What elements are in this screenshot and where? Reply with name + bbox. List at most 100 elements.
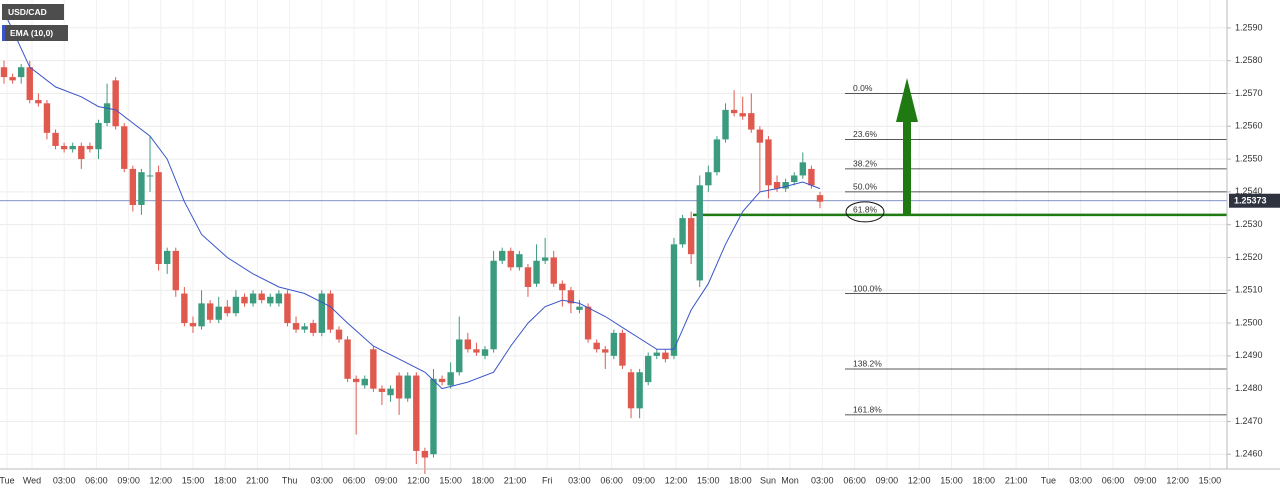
x-tick-label: 12:00: [1166, 475, 1189, 485]
x-tick-label: 15:00: [182, 475, 205, 485]
candle-body: [206, 303, 214, 320]
candle-body: [636, 372, 643, 409]
y-tick-label: 1.2530: [1235, 219, 1263, 229]
candle-body: [748, 113, 755, 130]
candle-body: [60, 145, 68, 150]
x-tick-label: 21:00: [1005, 475, 1028, 485]
x-tick-label: 21:00: [246, 475, 269, 485]
candle-body: [593, 342, 600, 350]
candle-body: [653, 352, 660, 356]
candle-body: [602, 349, 609, 353]
x-tick-label: 03:00: [568, 475, 591, 485]
candle-body: [387, 388, 394, 396]
highlight-ellipse: [845, 201, 885, 223]
candle-body: [559, 283, 566, 291]
candle-body: [619, 332, 626, 366]
candle-body: [241, 296, 248, 304]
candle-body: [610, 332, 618, 356]
candle-body: [335, 329, 343, 340]
candle-body: [232, 296, 240, 314]
candle-body: [95, 122, 102, 150]
arrow-head: [896, 78, 918, 122]
candle-body: [172, 250, 179, 291]
candle-body: [327, 293, 334, 330]
x-tick-label: 09:00: [876, 475, 899, 485]
candle-body: [456, 339, 463, 373]
candle-body: [765, 139, 772, 186]
candle-body: [129, 168, 137, 205]
candle-body: [215, 306, 222, 320]
y-tick-label: 1.2460: [1235, 449, 1263, 459]
candle-body: [584, 306, 592, 340]
candle-body: [627, 372, 635, 409]
x-tick-label: 06:00: [600, 475, 623, 485]
candle-body: [687, 218, 695, 255]
candle-body: [78, 145, 85, 160]
x-tick-label: 06:00: [843, 475, 866, 485]
x-tick-label: 21:00: [504, 475, 527, 485]
candle-body: [292, 323, 300, 330]
candle-body: [86, 145, 94, 150]
candle-body: [438, 378, 446, 383]
x-tick-label: 15:00: [940, 475, 963, 485]
y-tick-label: 1.2550: [1235, 153, 1263, 163]
candle-body: [421, 450, 429, 458]
y-tick-label: 1.2510: [1235, 285, 1263, 295]
x-tick-label: 06:00: [343, 475, 366, 485]
x-tick-label: 09:00: [117, 475, 140, 485]
y-tick-label: 1.2490: [1235, 350, 1263, 360]
candle-body: [662, 352, 669, 360]
candle-body: [516, 254, 523, 268]
candle-body: [507, 250, 514, 268]
candle-body: [550, 257, 557, 284]
x-tick-label: 03:00: [811, 475, 834, 485]
x-tick-label: Wed: [23, 475, 41, 485]
candle-body: [799, 162, 807, 176]
candle-body: [198, 303, 205, 327]
fib-label: 0.0%: [853, 83, 873, 93]
candle-body: [524, 267, 532, 287]
candle-body: [730, 109, 738, 114]
candle-body: [52, 132, 59, 146]
x-tick-label: 15:00: [439, 475, 462, 485]
candle-body: [146, 175, 154, 177]
price-tag-label: 1.25373: [1234, 196, 1267, 206]
y-tick-label: 1.2520: [1235, 252, 1263, 262]
x-tick-label: Tue: [1041, 475, 1056, 485]
x-tick-label: 09:00: [633, 475, 656, 485]
candle-body: [258, 293, 265, 301]
candle-body: [645, 355, 652, 383]
candle-body: [361, 378, 368, 386]
x-tick-label: 09:00: [375, 475, 398, 485]
candle-body: [43, 103, 51, 133]
candle-body: [138, 172, 145, 205]
plot: 0.0% 23.6% 38.2% 50.0% 61.8% 100.0% 138.2% 161.…: [0, 11, 1280, 474]
x-tick-label: Thu: [282, 475, 298, 485]
candle-body: [121, 126, 128, 169]
legend-symbol: USD/CAD: [8, 7, 47, 17]
candle-body: [782, 182, 789, 189]
candle-body: [533, 260, 540, 284]
x-tick-label: Fri: [542, 475, 553, 485]
candle-body: [112, 80, 119, 127]
x-tick-label: 18:00: [472, 475, 495, 485]
candle-body: [722, 109, 729, 140]
candle-body: [395, 375, 403, 399]
candle-body: [224, 306, 231, 314]
candle-body: [464, 339, 472, 350]
y-tick-label: 1.2540: [1235, 186, 1263, 196]
candle-body: [696, 185, 703, 281]
candle-body: [413, 375, 420, 451]
fib-label: 38.2%: [853, 159, 878, 169]
fib-label: 138.2%: [853, 359, 882, 369]
candle-body: [576, 306, 583, 310]
candle-body: [473, 349, 480, 353]
fib-label: 23.6%: [853, 129, 878, 139]
candle-body: [430, 378, 437, 455]
candle-body: [344, 339, 351, 379]
y-tick-label: 1.2590: [1235, 22, 1263, 32]
candle-body: [490, 260, 497, 350]
fib-label: 100.0%: [853, 283, 882, 293]
x-tick-label: 12:00: [908, 475, 931, 485]
y-tick-label: 1.2470: [1235, 416, 1263, 426]
